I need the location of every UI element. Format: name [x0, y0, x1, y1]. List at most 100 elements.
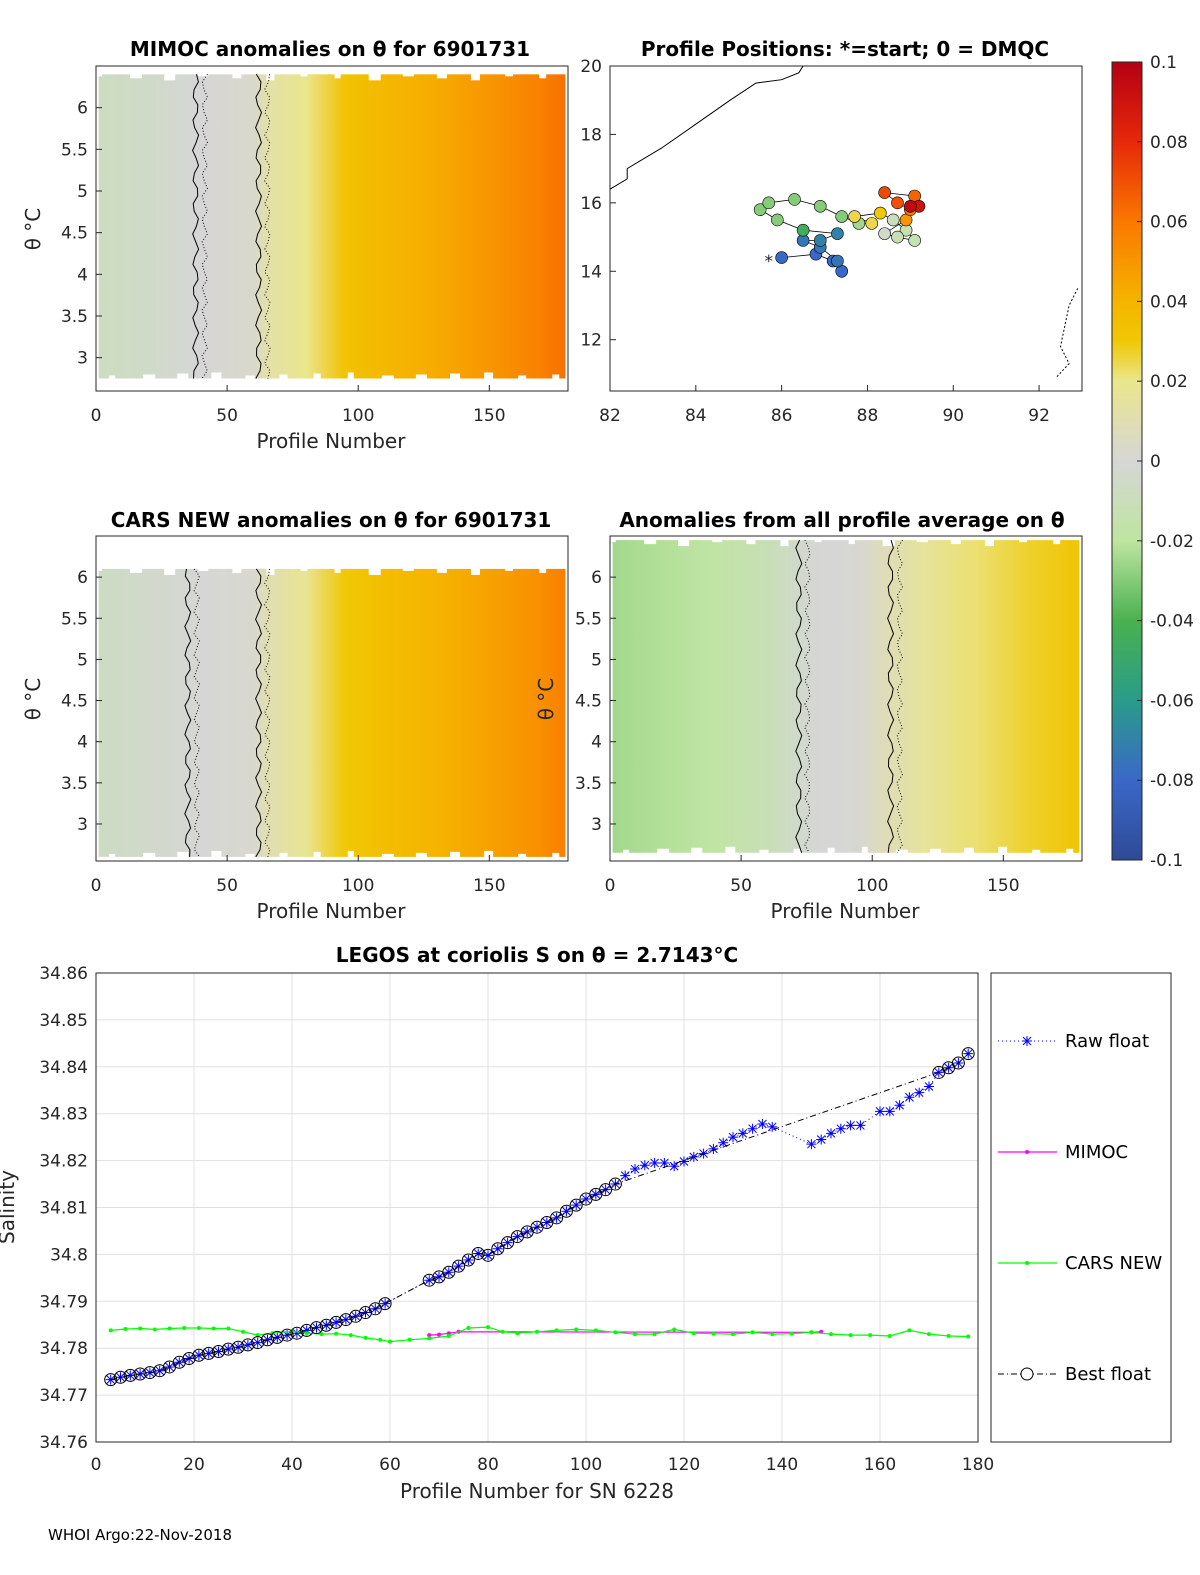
edge-notch: [211, 850, 222, 857]
raw-float-point: [551, 1212, 562, 1223]
best-float-point: [153, 1364, 167, 1378]
raw-float-point: [933, 1067, 944, 1078]
colorbar-tick-label: -0.02: [1150, 532, 1194, 552]
zero-contour: [255, 568, 263, 858]
axes-frame: [609, 65, 1083, 392]
best-float-point: [133, 1367, 147, 1381]
x-tick-label: 180: [962, 1455, 994, 1475]
best-float-point: [339, 1313, 353, 1327]
average-panel-title: Anomalies from all profile average on θ: [619, 508, 1064, 532]
cars-new-point: [348, 1333, 353, 1338]
raw-float-point: [512, 1231, 523, 1242]
y-tick-label: 34.86: [39, 964, 88, 984]
edge-notch: [1053, 539, 1061, 545]
cars-new-point: [226, 1326, 231, 1331]
profile-position-marker: [775, 251, 788, 264]
y-tick-label: 6: [77, 99, 88, 119]
edge-notch: [436, 73, 447, 79]
cars-x-axis-label: Profile Number: [257, 899, 407, 923]
cars-new-point: [196, 1326, 201, 1331]
dotted-contour: [201, 74, 209, 379]
edge-notch: [484, 372, 494, 379]
edge-notch: [505, 73, 514, 77]
cars-new-point: [500, 1329, 505, 1334]
x-tick-label: 50: [216, 406, 238, 426]
edge-notch: [725, 846, 736, 853]
edge-notch: [415, 374, 427, 381]
colorbar-tick-label: 0.08: [1150, 133, 1188, 153]
edge-notch: [950, 539, 961, 545]
cars-new-point: [515, 1331, 520, 1336]
raw-float-point: [301, 1325, 312, 1336]
edge-notch: [470, 567, 480, 575]
best-float-point: [359, 1306, 372, 1320]
edge-notch: [164, 73, 176, 81]
edge-notch: [279, 374, 288, 381]
raw-float-point: [855, 1120, 866, 1131]
cars-new-point: [334, 1331, 339, 1336]
y-tick-label: 6: [77, 568, 88, 588]
dotted-contour: [804, 539, 811, 854]
raw-float-point: [115, 1372, 126, 1383]
profile-position-marker: [813, 199, 827, 213]
best-float-point: [422, 1273, 436, 1287]
x-tick-label: 90: [942, 406, 964, 426]
best-float-point: [951, 1056, 965, 1070]
profile-position-marker: [891, 230, 904, 244]
edge-notch: [266, 73, 275, 81]
edge-notch: [232, 567, 242, 573]
profile-position-marker: [865, 217, 879, 230]
raw-float-point: [581, 1194, 591, 1205]
anomaly-field: [98, 74, 566, 379]
cars-new-point: [613, 1330, 618, 1335]
raw-float-point: [380, 1298, 391, 1309]
y-tick-label: 4: [591, 733, 602, 753]
raw-float-point: [203, 1348, 214, 1359]
profile-position-marker: [835, 210, 849, 223]
edge-notch: [539, 73, 547, 79]
cars-new-point: [966, 1334, 971, 1339]
edge-notch: [164, 567, 176, 575]
edge-notch: [198, 567, 209, 571]
best-float-point: [310, 1321, 323, 1335]
best-float-point: [221, 1342, 235, 1356]
best-float-line: [110, 1053, 969, 1381]
y-tick-label: 5: [591, 650, 602, 670]
mimoc-panel-title: MIMOC anomalies on θ for 6901731: [130, 37, 530, 61]
y-tick-label: 34.76: [39, 1433, 88, 1453]
best-float-point: [319, 1318, 333, 1332]
raw-float-point: [924, 1081, 934, 1092]
y-tick-label: 4: [77, 265, 88, 285]
legend-marker-raw-float: [1022, 1036, 1032, 1046]
y-tick-label: 5.5: [575, 609, 602, 629]
positions-panel-title: Profile Positions: *=start; 0 = DMQC: [641, 37, 1049, 61]
y-tick-label: 4.5: [575, 692, 602, 712]
raw-float-point: [835, 1123, 846, 1134]
cars-new-point: [887, 1334, 892, 1339]
y-tick-label: 34.82: [39, 1152, 88, 1172]
best-float-point: [280, 1328, 294, 1342]
best-float-point: [559, 1204, 573, 1218]
edge-notch: [1066, 848, 1074, 855]
best-float-point: [378, 1297, 392, 1311]
edge-notch: [402, 567, 414, 571]
y-tick-label: 3.5: [575, 774, 602, 794]
profile-positions-panel: * 82 84 86 88 90 92 12 14 16 18 20: [580, 57, 1083, 426]
dotted-contour: [896, 539, 904, 854]
best-float-point: [270, 1330, 284, 1344]
x-tick-label: 88: [857, 406, 879, 426]
edge-notch: [232, 73, 242, 79]
raw-float-point: [963, 1048, 974, 1059]
raw-float-point: [434, 1271, 444, 1282]
raw-float-point: [424, 1275, 435, 1286]
cars-y-axis-label: θ °C: [21, 678, 45, 721]
legend-label-best-float: Best float: [1065, 1364, 1151, 1385]
mimoc-point: [437, 1332, 441, 1337]
edge-notch: [929, 848, 941, 855]
raw-float-point: [884, 1106, 895, 1117]
y-tick-label: 5.5: [61, 609, 88, 629]
axes-frame: [95, 65, 569, 392]
footer-stamp: WHOI Argo:22-Nov-2018: [48, 1526, 232, 1544]
y-tick-label: 16: [580, 194, 602, 214]
x-tick-label: 92: [1028, 406, 1050, 426]
